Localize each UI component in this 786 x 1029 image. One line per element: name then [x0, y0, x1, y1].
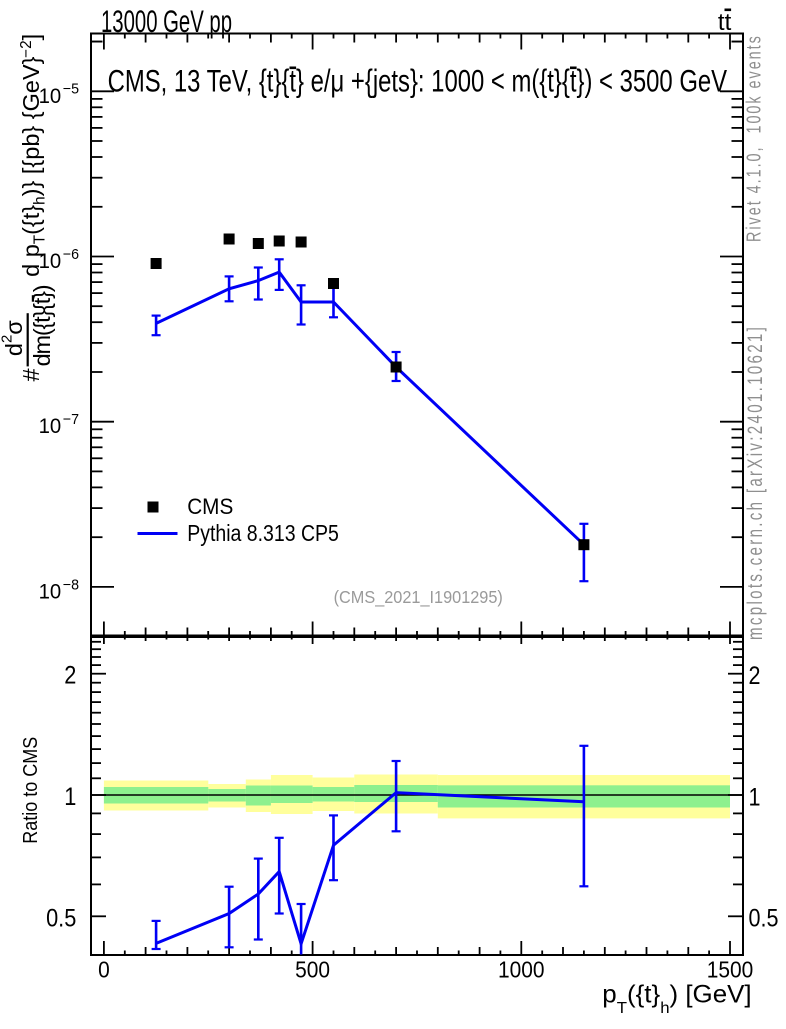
svg-text:2: 2	[64, 661, 76, 689]
svg-text:p: p	[602, 981, 616, 1008]
svg-text:2: 2	[0, 335, 16, 343]
svg-text:) [GeV]: ) [GeV]	[670, 981, 752, 1008]
svg-text:h: h	[32, 196, 49, 205]
svg-text:CMS: CMS	[187, 493, 233, 519]
svg-text:2: 2	[749, 662, 761, 690]
svg-text:({t}: ({t}	[627, 981, 660, 1008]
svg-text:10: 10	[39, 84, 62, 108]
svg-text:0.5: 0.5	[46, 904, 76, 932]
svg-text:−6: −6	[63, 247, 79, 263]
svg-text:−7: −7	[63, 412, 79, 428]
svg-text:Rivet 4.1.0, 100k events: Rivet 4.1.0, 100k events	[742, 34, 765, 242]
svg-text:d p: d p	[18, 244, 44, 277]
svg-text:1500: 1500	[707, 956, 754, 982]
svg-text:d: d	[1, 343, 27, 356]
svg-text:500: 500	[295, 956, 330, 982]
svg-text:1: 1	[749, 783, 761, 811]
svg-text:−5: −5	[63, 81, 79, 97]
svg-text:T: T	[617, 999, 627, 1017]
svg-text:−8: −8	[63, 577, 79, 593]
svg-text:#: #	[18, 368, 44, 381]
svg-text:T: T	[32, 235, 49, 244]
svg-text:13000 GeV pp: 13000 GeV pp	[101, 3, 232, 39]
svg-text:Pythia 8.313 CP5: Pythia 8.313 CP5	[187, 519, 339, 546]
svg-text:σ: σ	[1, 320, 27, 335]
svg-text:h: h	[660, 999, 669, 1017]
svg-text:0.5: 0.5	[749, 904, 779, 932]
svg-text:10: 10	[39, 580, 62, 604]
svg-text:0: 0	[98, 956, 110, 982]
svg-text:]: ]	[18, 34, 44, 41]
svg-text:10: 10	[39, 415, 62, 439]
svg-text:)} [{pb} {GeV}: )} [{pb} {GeV}	[18, 56, 44, 196]
svg-text:mcplots.cern.ch [arXiv:2401.10: mcplots.cern.ch [arXiv:2401.10621]	[742, 325, 766, 640]
svg-text:tt: tt	[718, 9, 732, 36]
svg-text:(CMS_2021_I1901295): (CMS_2021_I1901295)	[334, 587, 503, 607]
svg-text:1000: 1000	[498, 956, 545, 982]
svg-text:Ratio to CMS: Ratio to CMS	[20, 737, 42, 844]
svg-text:({t}: ({t}	[18, 205, 44, 235]
svg-text:1: 1	[64, 783, 76, 811]
svg-text:10: 10	[39, 250, 62, 274]
svg-text:−2: −2	[18, 40, 35, 57]
svg-text:CMS, 13 TeV, {t}{t} e/μ +{jets: CMS, 13 TeV, {t}{t} e/μ +{jets}: 1000 < …	[108, 63, 728, 98]
